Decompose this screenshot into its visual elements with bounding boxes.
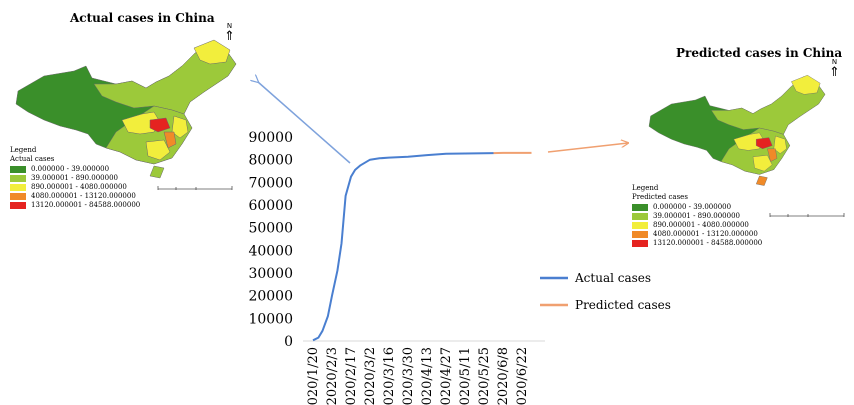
north-arrow-icon: ⇑	[829, 65, 840, 80]
legend-label: 4080.000001 - 13120.000000	[653, 230, 758, 238]
right-map-legend: Legend Predicted cases 0.000000 - 39.000…	[632, 184, 762, 248]
x-tick-label: 2020/3/30	[401, 347, 416, 405]
legend-label: 0.000000 - 39.000000	[653, 203, 732, 211]
legend-entry: 39.000001 - 890.000000	[632, 212, 762, 221]
y-tick-label: 20000	[248, 289, 293, 305]
legend-swatch	[10, 202, 26, 209]
x-tick-label: 2020/2/3	[325, 347, 340, 405]
chart-series	[312, 151, 532, 342]
left-scale-bar	[157, 186, 233, 190]
x-tick-label: 2020/5/11	[458, 347, 473, 405]
arrow-to-predicted-map	[547, 143, 628, 153]
legend-label: 4080.000001 - 13120.000000	[31, 192, 136, 200]
y-tick-label: 80000	[248, 153, 293, 169]
legend-swatch	[632, 204, 648, 211]
x-tick-label: 2020/6/22	[515, 347, 530, 405]
x-tick-label: 2020/3/16	[382, 347, 397, 405]
right-map-regions	[648, 74, 826, 186]
legend-label: Predicted cases	[575, 298, 671, 312]
chart-axes: 0 10000 20000 30000 40000 50000 60000 70000 8000…	[248, 130, 545, 405]
legend-entry: 0.000000 - 39.000000	[632, 203, 762, 212]
left-map-legend: Legend Actual cases 0.000000 - 39.000000…	[10, 146, 140, 210]
series-line	[312, 152, 494, 342]
legend-swatch	[10, 166, 26, 173]
left-china-map	[15, 39, 237, 179]
legend-entry: 13120.000001 - 84588.000000	[10, 201, 140, 210]
right-north-label: N	[831, 58, 838, 66]
x-tick-label: 2020/4/13	[420, 347, 435, 405]
y-tick-label: 60000	[248, 198, 293, 214]
x-tick-label: 2020/2/17	[344, 347, 359, 405]
legend-swatch	[632, 231, 648, 238]
legend-label: 39.000001 - 890.000000	[31, 174, 118, 182]
legend-swatch	[632, 213, 648, 220]
right-scale-bar	[769, 213, 845, 217]
legend-label: 39.000001 - 890.000000	[653, 212, 740, 220]
chart-legend: Actual cases Predicted cases	[540, 271, 671, 312]
legend-swatch	[632, 240, 648, 247]
legend-label: 13120.000001 - 84588.000000	[653, 239, 763, 247]
left-map-regions	[15, 39, 237, 179]
legend-label: 890.000001 - 4080.000000	[653, 221, 749, 229]
legend-label: 890.000001 - 4080.000000	[31, 183, 127, 191]
left-map-title: Actual cases in China	[70, 11, 215, 25]
legend-entry: 39.000001 - 890.000000	[10, 174, 140, 183]
legend-label: 0.000000 - 39.000000	[31, 165, 110, 173]
right-legend-subtitle: Predicted cases	[632, 193, 688, 201]
legend-entry: 13120.000001 - 84588.000000	[632, 239, 762, 248]
x-tick-label: 2020/5/25	[477, 347, 492, 405]
legend-entry: 0.000000 - 39.000000	[10, 165, 140, 174]
left-north-arrow: N ⇑	[224, 22, 235, 43]
legend-entry: 4080.000001 - 13120.000000	[10, 192, 140, 201]
legend-swatch	[632, 222, 648, 229]
x-tick-label: 2020/4/27	[439, 347, 454, 405]
y-tick-label: 90000	[248, 130, 293, 146]
right-north-arrow: N ⇑	[829, 58, 840, 79]
left-north-label: N	[226, 22, 233, 30]
right-map-title: Predicted cases in China	[676, 46, 843, 60]
left-legend-title: Legend	[10, 146, 37, 154]
legend-entry: 890.000001 - 4080.000000	[10, 183, 140, 192]
x-tick-label: 2020/3/2	[363, 347, 378, 405]
y-tick-label: 40000	[248, 243, 293, 259]
legend-label: Actual cases	[574, 271, 651, 285]
legend-entry: 890.000001 - 4080.000000	[632, 221, 762, 230]
right-legend-title: Legend	[632, 184, 659, 192]
north-arrow-icon: ⇑	[224, 29, 235, 44]
legend-swatch	[10, 175, 26, 182]
x-tick-label: 2020/6/8	[496, 347, 511, 405]
right-china-map	[648, 74, 826, 186]
arrow-to-actual-map	[258, 82, 351, 164]
y-tick-label: 50000	[248, 221, 293, 237]
y-tick-label: 0	[284, 334, 293, 350]
legend-label: 13120.000001 - 84588.000000	[31, 201, 141, 209]
y-tick-label: 10000	[248, 311, 293, 327]
x-tick-label: 2020/1/20	[306, 347, 321, 405]
map-connector-arrows	[258, 82, 628, 164]
legend-swatch	[10, 193, 26, 200]
legend-swatch	[10, 184, 26, 191]
legend-entry: 4080.000001 - 13120.000000	[632, 230, 762, 239]
y-tick-label: 30000	[248, 266, 293, 282]
y-tick-label: 70000	[248, 175, 293, 191]
left-legend-subtitle: Actual cases	[10, 155, 55, 163]
